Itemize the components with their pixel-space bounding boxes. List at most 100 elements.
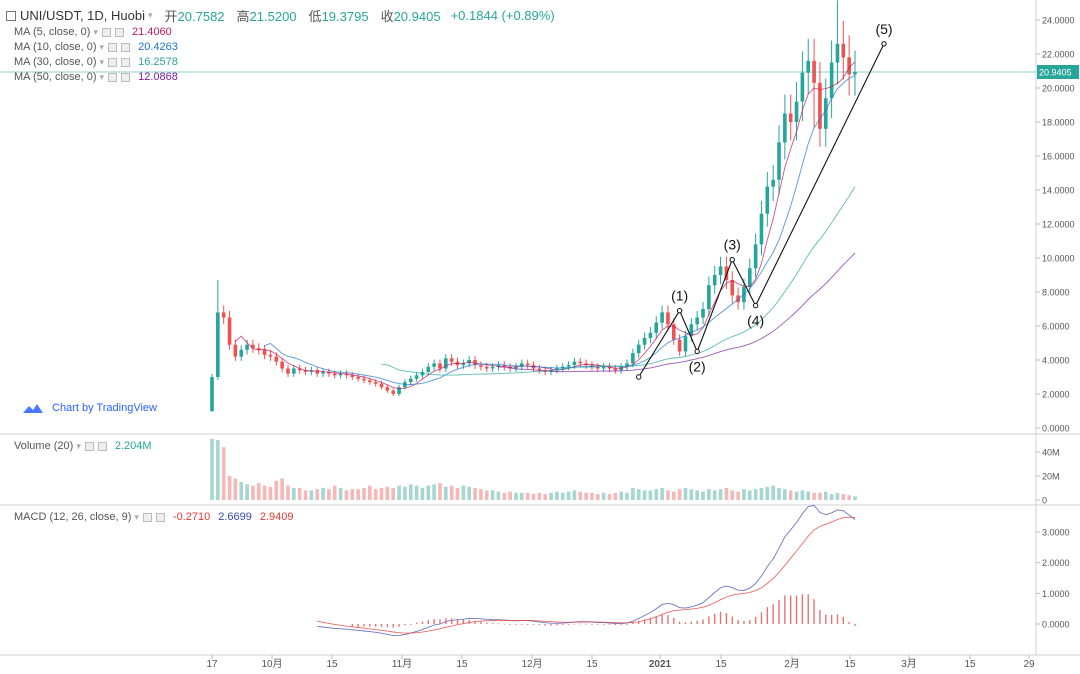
- volume-bar: [730, 490, 735, 500]
- time-tick-label: 29: [1023, 659, 1035, 670]
- candle-body: [438, 363, 442, 369]
- candle-body: [777, 142, 781, 180]
- close-icon[interactable]: [121, 57, 131, 67]
- legend-macd[interactable]: MACD (12, 26, close, 9) ▾ -0.2710 2.6699 …: [14, 511, 294, 523]
- collapse-icon[interactable]: [6, 10, 16, 21]
- volume-bar: [362, 488, 366, 500]
- macd-histogram-bar: [374, 624, 377, 627]
- candle-body: [853, 72, 857, 75]
- volume-bar: [666, 490, 670, 500]
- close-icon[interactable]: [121, 42, 131, 52]
- candle-body: [747, 268, 752, 287]
- candle-body: [233, 344, 238, 357]
- volume-bar: [543, 494, 548, 500]
- legend-ma5[interactable]: MA (5, close, 0) ▾ 21.4060: [14, 26, 172, 38]
- candle-body: [292, 368, 296, 374]
- wave-label: (2): [689, 359, 706, 375]
- price-tick-label: 16.0000: [1042, 152, 1075, 162]
- close-icon[interactable]: [114, 27, 124, 37]
- close-icon[interactable]: [97, 441, 107, 451]
- close-icon[interactable]: [121, 72, 131, 82]
- chevron-down-icon[interactable]: ▾: [99, 71, 105, 82]
- macd-tick-label: 3.0000: [1042, 528, 1070, 538]
- candle-body: [660, 312, 664, 323]
- volume-bar: [338, 488, 343, 500]
- price-tick-label: 22.0000: [1042, 50, 1075, 60]
- macd-tick-label: 1.0000: [1042, 589, 1070, 599]
- candle-body: [496, 365, 501, 367]
- candle-body: [461, 363, 466, 366]
- macd-histogram-bar: [415, 622, 418, 624]
- macd-histogram-bar: [836, 614, 839, 624]
- macd-histogram-bar: [678, 621, 681, 624]
- chevron-down-icon[interactable]: ▾: [147, 10, 153, 20]
- macd-histogram-bar: [579, 623, 581, 625]
- ma30-line: [381, 186, 856, 376]
- chevron-down-icon[interactable]: ▾: [99, 56, 105, 67]
- candle-body: [514, 366, 518, 369]
- volume-bar: [847, 495, 851, 500]
- volume-bar: [601, 492, 606, 500]
- candle-body: [695, 317, 699, 325]
- close-value: 20.9405: [393, 9, 441, 24]
- chevron-down-icon[interactable]: ▾: [76, 440, 81, 451]
- candle-body: [350, 375, 355, 377]
- macd-histogram-bar: [608, 624, 611, 625]
- candle-body: [391, 390, 396, 394]
- volume-bar: [642, 490, 647, 500]
- candle-body: [648, 332, 653, 338]
- volume-bar: [473, 488, 477, 500]
- settings-icon[interactable]: [101, 27, 111, 37]
- legend-ma10[interactable]: MA (10, close, 0) ▾ 20.4263: [14, 41, 178, 53]
- time-tick-label: 3月: [901, 658, 917, 670]
- volume-label: Volume (20): [14, 440, 74, 452]
- candle-body: [847, 57, 851, 75]
- settings-icon[interactable]: [84, 441, 94, 451]
- chevron-down-icon[interactable]: ▾: [99, 41, 105, 52]
- volume-bar: [210, 438, 214, 500]
- candle-body: [385, 387, 390, 391]
- legend-ma30[interactable]: MA (30, close, 0) ▾ 16.2578: [14, 56, 178, 68]
- close-icon[interactable]: [155, 512, 165, 522]
- volume-bar: [625, 492, 629, 500]
- macd-histogram-bar: [550, 624, 552, 626]
- legend-volume[interactable]: Volume (20) ▾ 2.204M: [14, 440, 152, 452]
- volume-bar: [707, 489, 711, 500]
- candle-body: [841, 43, 846, 58]
- candle-body: [829, 62, 834, 99]
- volume-bar: [461, 485, 466, 500]
- volume-tick-label: 40M: [1042, 448, 1060, 458]
- settings-icon[interactable]: [108, 57, 118, 67]
- macd-histogram-bar: [673, 618, 675, 624]
- settings-icon[interactable]: [108, 42, 118, 52]
- candle-body: [449, 358, 454, 362]
- volume-bar: [496, 491, 501, 500]
- macd-histogram-bar: [398, 624, 400, 627]
- high-label: 高: [236, 9, 250, 24]
- macd-histogram-bar: [386, 624, 389, 628]
- volume-bar: [794, 491, 799, 500]
- candle-body: [519, 363, 524, 367]
- candle-body: [210, 377, 214, 411]
- candle-body: [368, 380, 372, 383]
- candle-body: [683, 336, 688, 352]
- candle-body: [280, 361, 284, 369]
- price-tick-label: 8.0000: [1042, 288, 1070, 298]
- legend-ma50[interactable]: MA (50, close, 0) ▾ 12.0868: [14, 71, 178, 83]
- settings-icon[interactable]: [142, 512, 152, 522]
- volume-bar: [408, 484, 413, 500]
- macd-histogram-bar: [743, 621, 745, 624]
- volume-bar: [549, 492, 553, 500]
- settings-icon[interactable]: [108, 72, 118, 82]
- time-tick-label: 12月: [521, 658, 542, 670]
- chevron-down-icon[interactable]: ▾: [93, 26, 98, 37]
- volume-bar: [432, 484, 436, 500]
- volume-bar: [303, 490, 308, 500]
- chevron-down-icon[interactable]: ▾: [134, 511, 139, 522]
- tradingview-watermark[interactable]: Chart by TradingView: [22, 401, 157, 415]
- volume-bar: [490, 490, 495, 500]
- candle-body: [379, 383, 384, 388]
- ma5-line: [235, 61, 856, 390]
- symbol-label[interactable]: UNI/USDT, 1D, Huobi: [20, 8, 145, 23]
